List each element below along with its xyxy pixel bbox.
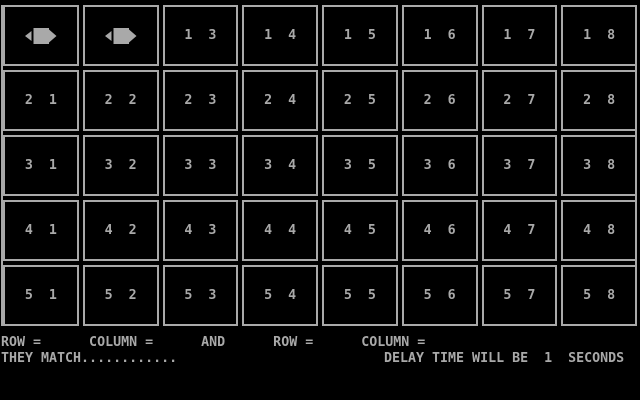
card-cell-1-4[interactable]: 1 4 <box>242 5 318 66</box>
card-label: 2 7 <box>503 93 536 108</box>
card-label: 1 4 <box>264 28 297 43</box>
card-cell-1-3[interactable]: 1 3 <box>162 5 239 66</box>
card-label: 4 4 <box>264 223 297 238</box>
card-label: 2 4 <box>264 93 297 108</box>
card-cell-5-5[interactable]: 5 5 <box>322 265 398 326</box>
card-label: 3 5 <box>343 158 376 173</box>
card-label: 5 8 <box>583 288 616 303</box>
card-cell-5-7[interactable]: 5 7 <box>481 265 558 326</box>
card-cell-3-5[interactable]: 3 5 <box>322 135 398 196</box>
card-cell-3-6[interactable]: 3 6 <box>401 135 478 196</box>
card-cell-5-1[interactable]: 5 1 <box>3 265 79 326</box>
card-cell-3-2[interactable]: 3 2 <box>82 135 159 196</box>
card-cell-3-1[interactable]: 3 1 <box>3 135 79 196</box>
card-cell-5-3[interactable]: 5 3 <box>162 265 239 326</box>
card-label: 5 5 <box>343 288 376 303</box>
matched-card-icon <box>104 27 137 44</box>
card-grid: 1 3 1 4 1 5 1 6 1 7 1 8 2 1 2 2 2 3 2 4 2 5 2 6 2 7 2… <box>3 5 637 326</box>
card-label: 2 8 <box>583 93 616 108</box>
card-cell-1-1[interactable] <box>3 5 79 66</box>
card-label: 4 7 <box>503 223 536 238</box>
card-label: 5 6 <box>423 288 456 303</box>
card-cell-2-1[interactable]: 2 1 <box>3 70 79 131</box>
card-cell-4-8[interactable]: 4 8 <box>561 200 637 261</box>
card-cell-4-4[interactable]: 4 4 <box>242 200 318 261</box>
coordinate-prompt-line[interactable]: ROW = COLUMN = AND ROW = COLUMN = <box>1 335 426 350</box>
card-cell-5-6[interactable]: 5 6 <box>401 265 478 326</box>
grid-frame-left-line <box>1 5 3 326</box>
card-cell-1-6[interactable]: 1 6 <box>401 5 478 66</box>
card-cell-4-3[interactable]: 4 3 <box>162 200 239 261</box>
card-cell-2-8[interactable]: 2 8 <box>561 70 637 131</box>
card-cell-4-2[interactable]: 4 2 <box>82 200 159 261</box>
card-label: 3 1 <box>24 158 57 173</box>
card-label: 3 3 <box>184 158 217 173</box>
card-label: 3 7 <box>503 158 536 173</box>
card-label: 3 6 <box>423 158 456 173</box>
card-cell-5-4[interactable]: 5 4 <box>242 265 318 326</box>
card-cell-2-6[interactable]: 2 6 <box>401 70 478 131</box>
card-label: 2 1 <box>24 93 57 108</box>
card-label: 3 8 <box>583 158 616 173</box>
card-cell-3-4[interactable]: 3 4 <box>242 135 318 196</box>
card-label: 4 5 <box>343 223 376 238</box>
card-label: 4 8 <box>583 223 616 238</box>
card-label: 1 8 <box>583 28 616 43</box>
card-cell-2-5[interactable]: 2 5 <box>322 70 398 131</box>
card-label: 5 4 <box>264 288 297 303</box>
card-cell-3-3[interactable]: 3 3 <box>162 135 239 196</box>
card-cell-2-7[interactable]: 2 7 <box>481 70 558 131</box>
card-label: 1 7 <box>503 28 536 43</box>
card-cell-4-5[interactable]: 4 5 <box>322 200 398 261</box>
delay-message: DELAY TIME WILL BE 1 SECONDS <box>384 351 625 366</box>
card-cell-5-2[interactable]: 5 2 <box>82 265 159 326</box>
card-label: 1 6 <box>423 28 456 43</box>
card-label: 3 4 <box>264 158 297 173</box>
card-cell-2-2[interactable]: 2 2 <box>82 70 159 131</box>
card-cell-1-5[interactable]: 1 5 <box>322 5 398 66</box>
card-label: 2 2 <box>104 93 137 108</box>
card-label: 3 2 <box>104 158 137 173</box>
card-label: 5 2 <box>104 288 137 303</box>
card-cell-2-4[interactable]: 2 4 <box>242 70 318 131</box>
card-cell-1-2[interactable] <box>82 5 159 66</box>
card-cell-2-3[interactable]: 2 3 <box>162 70 239 131</box>
card-label: 1 5 <box>343 28 376 43</box>
card-cell-3-7[interactable]: 3 7 <box>481 135 558 196</box>
card-label: 2 5 <box>343 93 376 108</box>
card-cell-4-6[interactable]: 4 6 <box>401 200 478 261</box>
matched-card-icon <box>24 27 57 44</box>
card-cell-5-8[interactable]: 5 8 <box>561 265 637 326</box>
card-cell-1-8[interactable]: 1 8 <box>561 5 637 66</box>
card-label: 5 1 <box>24 288 57 303</box>
card-cell-1-7[interactable]: 1 7 <box>481 5 558 66</box>
card-label: 4 3 <box>184 223 217 238</box>
card-label: 2 3 <box>184 93 217 108</box>
card-cell-4-1[interactable]: 4 1 <box>3 200 79 261</box>
card-cell-4-7[interactable]: 4 7 <box>481 200 558 261</box>
card-cell-3-8[interactable]: 3 8 <box>561 135 637 196</box>
card-label: 5 7 <box>503 288 536 303</box>
card-label: 5 3 <box>184 288 217 303</box>
card-label: 4 1 <box>24 223 57 238</box>
card-label: 4 2 <box>104 223 137 238</box>
card-label: 2 6 <box>423 93 456 108</box>
match-message: THEY MATCH............ <box>1 351 178 366</box>
card-label: 4 6 <box>423 223 456 238</box>
card-label: 1 3 <box>184 28 217 43</box>
